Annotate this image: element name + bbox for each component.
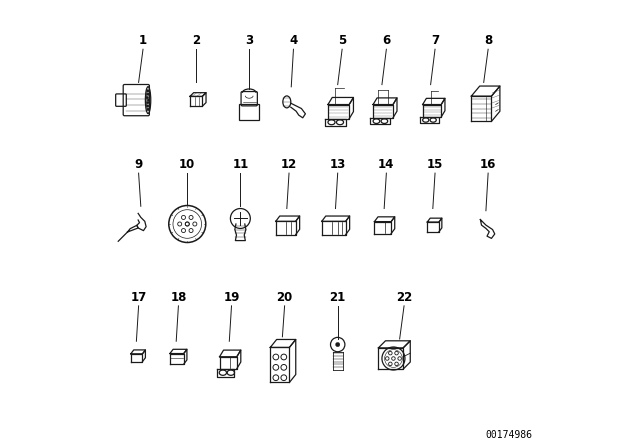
Text: 19: 19	[223, 291, 240, 304]
Text: 14: 14	[378, 158, 394, 171]
Text: 00174986: 00174986	[485, 430, 532, 440]
Text: 8: 8	[484, 34, 492, 47]
Text: 11: 11	[232, 158, 248, 171]
Circle shape	[147, 93, 149, 95]
Text: 7: 7	[431, 34, 439, 47]
Text: 6: 6	[382, 34, 390, 47]
Text: 10: 10	[179, 158, 195, 171]
Text: 12: 12	[281, 158, 297, 171]
Text: 17: 17	[131, 291, 147, 304]
Text: 16: 16	[480, 158, 496, 171]
Text: 21: 21	[330, 291, 346, 304]
Text: 20: 20	[276, 291, 292, 304]
Text: 3: 3	[245, 34, 253, 47]
Text: 18: 18	[170, 291, 187, 304]
Circle shape	[147, 90, 149, 92]
Circle shape	[147, 101, 149, 104]
Text: 1: 1	[139, 34, 147, 47]
Text: 2: 2	[192, 34, 200, 47]
Text: 9: 9	[134, 158, 143, 171]
Circle shape	[147, 99, 150, 101]
Circle shape	[146, 96, 148, 99]
Text: 5: 5	[338, 34, 346, 47]
Text: 15: 15	[427, 158, 444, 171]
Text: 4: 4	[289, 34, 298, 47]
Text: 22: 22	[396, 291, 412, 304]
Circle shape	[147, 105, 149, 108]
Circle shape	[335, 342, 340, 347]
Circle shape	[147, 108, 149, 111]
Text: 13: 13	[330, 158, 346, 171]
